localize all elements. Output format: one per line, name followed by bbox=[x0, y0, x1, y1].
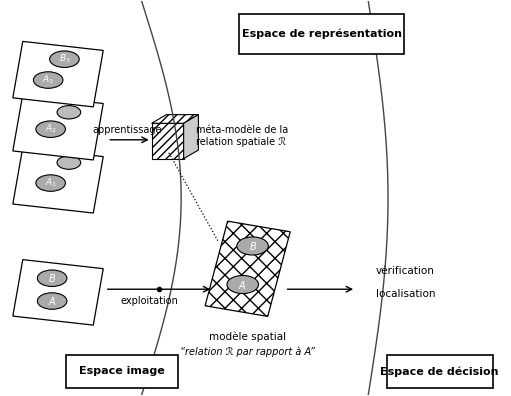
Text: Espace de représentation: Espace de représentation bbox=[242, 29, 402, 39]
Text: exploitation: exploitation bbox=[120, 296, 178, 306]
Text: $B$: $B$ bbox=[248, 240, 257, 252]
Text: $A_3$: $A_3$ bbox=[42, 74, 54, 86]
Polygon shape bbox=[13, 148, 103, 213]
Text: méta-modèle de la
relation spatiale ℛ: méta-modèle de la relation spatiale ℛ bbox=[196, 125, 288, 147]
FancyBboxPatch shape bbox=[239, 14, 404, 54]
Polygon shape bbox=[13, 95, 103, 160]
Text: vérification: vérification bbox=[376, 266, 435, 276]
Ellipse shape bbox=[33, 72, 63, 88]
Text: “relation ℛ par rapport à A”: “relation ℛ par rapport à A” bbox=[180, 346, 315, 357]
Polygon shape bbox=[152, 123, 183, 159]
Text: $A_1$: $A_1$ bbox=[44, 177, 57, 189]
Ellipse shape bbox=[227, 276, 259, 293]
Text: $A_2$: $A_2$ bbox=[44, 123, 57, 135]
Text: localisation: localisation bbox=[376, 289, 435, 299]
Text: $B$: $B$ bbox=[48, 272, 56, 284]
Ellipse shape bbox=[57, 156, 81, 169]
Ellipse shape bbox=[37, 293, 67, 309]
Polygon shape bbox=[13, 42, 103, 107]
FancyBboxPatch shape bbox=[66, 355, 178, 388]
Text: $B_3$: $B_3$ bbox=[59, 53, 71, 65]
Text: Espace de décision: Espace de décision bbox=[381, 366, 499, 377]
Ellipse shape bbox=[57, 106, 81, 119]
Ellipse shape bbox=[37, 270, 67, 286]
Text: $A$: $A$ bbox=[48, 295, 56, 307]
Text: Espace image: Espace image bbox=[79, 366, 165, 377]
Polygon shape bbox=[205, 221, 290, 316]
Ellipse shape bbox=[36, 175, 65, 191]
FancyBboxPatch shape bbox=[386, 355, 493, 388]
Text: $A$: $A$ bbox=[239, 278, 247, 291]
Ellipse shape bbox=[36, 121, 65, 137]
Ellipse shape bbox=[237, 237, 268, 255]
Text: apprentissage: apprentissage bbox=[92, 125, 162, 135]
Text: modèle spatial: modèle spatial bbox=[209, 331, 286, 342]
Polygon shape bbox=[183, 114, 198, 159]
Polygon shape bbox=[13, 260, 103, 325]
Polygon shape bbox=[152, 114, 198, 123]
Ellipse shape bbox=[50, 51, 79, 67]
